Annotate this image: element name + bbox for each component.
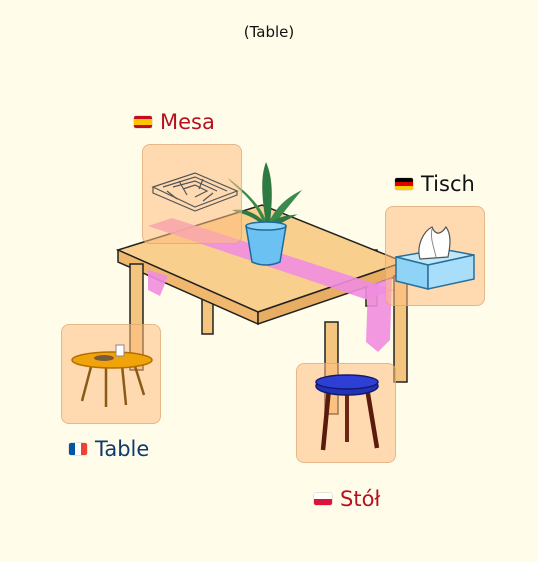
maze-icon bbox=[151, 172, 239, 212]
tile-mesa bbox=[142, 144, 242, 244]
label-table: Table bbox=[69, 437, 149, 461]
label-stol-text: Stół bbox=[340, 487, 381, 511]
poland-flag-icon bbox=[314, 493, 332, 505]
page-title: (Table) bbox=[243, 23, 295, 41]
label-mesa: Mesa bbox=[134, 110, 215, 134]
label-table-text: Table bbox=[95, 437, 150, 461]
france-flag-icon bbox=[69, 443, 87, 455]
cafe-table-icon bbox=[71, 344, 153, 407]
tile-tisch bbox=[385, 206, 485, 306]
tissue-box-icon bbox=[395, 225, 475, 290]
label-tisch-text: Tisch bbox=[421, 172, 475, 196]
tile-table bbox=[61, 324, 161, 424]
germany-flag-icon bbox=[395, 178, 413, 190]
label-stol: Stół bbox=[314, 487, 380, 511]
stool-icon bbox=[315, 374, 380, 451]
plant-pot-icon bbox=[228, 162, 302, 266]
spain-flag-icon bbox=[134, 116, 152, 128]
tile-stol bbox=[296, 363, 396, 463]
label-mesa-text: Mesa bbox=[160, 110, 215, 134]
label-tisch: Tisch bbox=[395, 172, 475, 196]
